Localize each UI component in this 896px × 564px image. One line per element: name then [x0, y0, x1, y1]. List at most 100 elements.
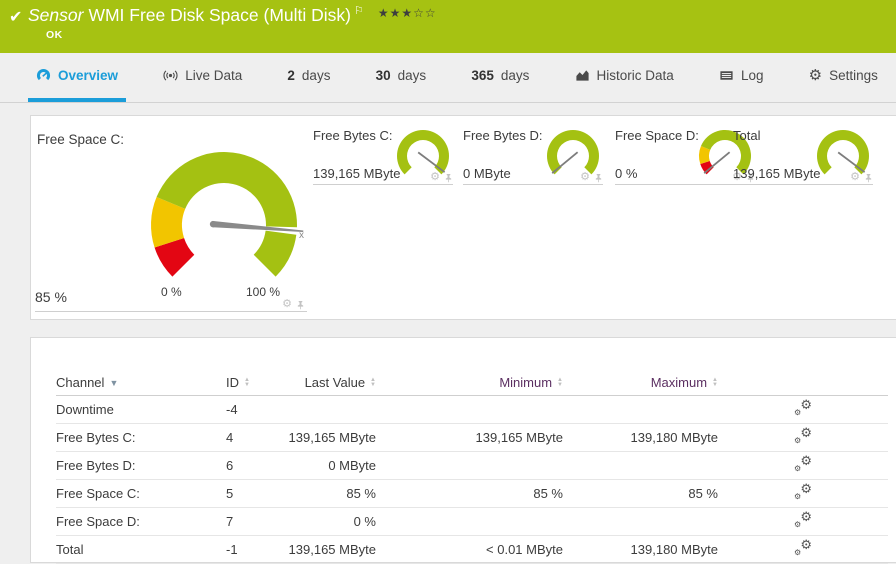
channel-id: 5	[226, 479, 286, 508]
status-check-icon: ✔	[9, 9, 23, 26]
pin-icon[interactable]	[864, 173, 873, 183]
channel-minimum: 85 %	[376, 479, 563, 508]
tab-historic-data[interactable]: Historic Data	[567, 53, 682, 102]
table-row: Free Bytes C: 4 139,165 MByte 139,165 MB…	[56, 423, 888, 452]
table-row: Total -1 139,165 MByte < 0.01 MByte 139,…	[56, 535, 888, 564]
channel-settings-icon[interactable]: ⚙	[430, 171, 440, 183]
priority-stars[interactable]: ★★★☆☆	[378, 6, 437, 20]
column-header-last-value[interactable]: Last Value ▲ ▼	[286, 369, 376, 396]
channel-minimum	[376, 507, 563, 536]
channel-last-value: 139,165 MByte	[286, 423, 376, 452]
edit-channel-icon[interactable]: ⚙ ⚙	[794, 537, 812, 557]
channel-id: 4	[226, 423, 286, 452]
primary-gauge-value: 85 %	[35, 289, 67, 305]
tab-2-days-number: 2	[287, 68, 295, 83]
free-bytes-c-gauge	[397, 129, 449, 175]
gauge-label: Free Bytes D:	[463, 128, 543, 143]
tab-2-days-label: days	[301, 68, 331, 83]
average-marker: x̄	[299, 230, 304, 241]
pin-icon[interactable]	[746, 173, 755, 183]
channel-last-value	[286, 395, 376, 424]
small-gauge-cell-free-bytes-d: Free Bytes D: 0 MByte ⚙	[463, 126, 603, 185]
tab-2-days[interactable]: 2 days	[279, 53, 338, 102]
sort-desc-icon: ▼	[109, 378, 119, 389]
channel-minimum	[376, 451, 563, 480]
channels-panel: Channel ▼ ID ▲ ▼ Last Value ▲ ▼ Minimum ▲ ▼ Max…	[30, 337, 896, 564]
gauge-needle	[209, 220, 304, 233]
channel-settings-icon[interactable]: ⚙	[580, 171, 590, 183]
channel-last-value: 0 %	[286, 507, 376, 536]
channel-name: Free Bytes D:	[56, 451, 226, 480]
channel-maximum	[563, 451, 718, 480]
table-row: Downtime -4 ⚙ ⚙	[56, 395, 888, 424]
column-header-channel[interactable]: Channel ▼	[56, 369, 226, 396]
channel-last-value: 139,165 MByte	[286, 535, 376, 564]
tab-log-label: Log	[740, 68, 764, 83]
gauge-label: Free Space D:	[615, 128, 699, 143]
channel-name: Free Bytes C:	[56, 423, 226, 452]
primary-gauge-cell: Free Space C: x̄ 85 % 0 % 100 % ⚙	[35, 124, 307, 312]
column-header-edit	[718, 369, 888, 396]
tab-365-days-label: days	[500, 68, 530, 83]
edit-channel-icon[interactable]: ⚙ ⚙	[794, 509, 812, 529]
object-kind-label: Sensor	[28, 4, 84, 25]
column-header-id[interactable]: ID ▲ ▼	[226, 369, 286, 396]
edit-channel-icon[interactable]: ⚙ ⚙	[794, 425, 812, 445]
tab-30-days[interactable]: 30 days	[368, 53, 435, 102]
stars-filled: ★★★	[377, 5, 414, 20]
free-space-c-gauge: x̄	[150, 152, 304, 277]
edit-channel-icon[interactable]: ⚙ ⚙	[794, 397, 812, 417]
pin-icon[interactable]	[296, 300, 305, 310]
stars-empty: ☆☆	[413, 5, 437, 20]
flag-icon[interactable]: ⚐	[353, 5, 364, 17]
table-header-row: Channel ▼ ID ▲ ▼ Last Value ▲ ▼ Minimum ▲ ▼ Max…	[56, 369, 888, 396]
channel-maximum	[563, 507, 718, 536]
table-row: Free Space D: 7 0 % ⚙ ⚙	[56, 507, 888, 536]
tab-365-days[interactable]: 365 days	[463, 53, 537, 102]
gauge-needle	[551, 151, 579, 174]
tab-overview-label: Overview	[58, 68, 119, 83]
gauge-value: 139,165 MByte	[313, 166, 401, 181]
tab-settings-label: Settings	[829, 68, 878, 83]
status-badge: OK	[46, 29, 63, 41]
tab-live-data-label: Live Data	[185, 68, 243, 83]
pin-icon[interactable]	[594, 173, 603, 183]
gauge-needle	[837, 151, 866, 173]
channel-settings-icon[interactable]: ⚙	[850, 171, 860, 183]
edit-channel-icon[interactable]: ⚙ ⚙	[794, 453, 812, 473]
small-gauge-cell-free-bytes-c: Free Bytes C: 139,165 MByte ⚙	[313, 126, 453, 185]
primary-gauge-label: Free Space C:	[37, 132, 125, 147]
tab-settings[interactable]: ⚙ Settings	[801, 53, 886, 102]
channel-name: Downtime	[56, 395, 226, 424]
column-header-minimum[interactable]: Minimum ▲ ▼	[376, 369, 563, 396]
sort-icon: ▲ ▼	[557, 377, 563, 389]
pin-icon[interactable]	[444, 173, 453, 183]
channel-id: 6	[226, 451, 286, 480]
small-gauge-cell-free-space-d: Free Space D: 0 % ⚙	[615, 126, 755, 185]
gauge-icon	[36, 68, 51, 83]
channel-maximum: 139,180 MByte	[563, 423, 718, 452]
tab-log[interactable]: Log	[711, 53, 772, 102]
gauges-panel: Free Space C: x̄ 85 % 0 % 100 % ⚙ Free B…	[30, 115, 896, 320]
gauge-label: Free Bytes C:	[313, 128, 393, 143]
sort-icon: ▲ ▼	[244, 377, 250, 389]
channel-maximum: 85 %	[563, 479, 718, 508]
settings-gear-icon: ⚙	[808, 67, 823, 84]
channel-name: Free Space D:	[56, 507, 226, 536]
channel-last-value: 85 %	[286, 479, 376, 508]
gauge-value: 0 MByte	[463, 166, 511, 181]
page-title: WMI Free Disk Space (Multi Disk)	[88, 4, 351, 25]
column-header-maximum[interactable]: Maximum ▲ ▼	[563, 369, 718, 396]
channel-id: -4	[226, 395, 286, 424]
channel-settings-icon[interactable]: ⚙	[282, 298, 292, 310]
gauge-scale-min: 0 %	[161, 285, 182, 299]
edit-channel-icon[interactable]: ⚙ ⚙	[794, 481, 812, 501]
tab-overview[interactable]: Overview	[28, 53, 127, 102]
tab-historic-data-label: Historic Data	[596, 68, 674, 83]
log-list-icon	[719, 68, 734, 83]
channel-settings-icon[interactable]: ⚙	[732, 171, 742, 183]
live-data-icon	[163, 68, 178, 83]
gauge-value: 139,165 MByte	[733, 166, 821, 181]
channels-table: Channel ▼ ID ▲ ▼ Last Value ▲ ▼ Minimum ▲ ▼ Max…	[56, 369, 888, 564]
tab-live-data[interactable]: Live Data	[155, 53, 250, 102]
